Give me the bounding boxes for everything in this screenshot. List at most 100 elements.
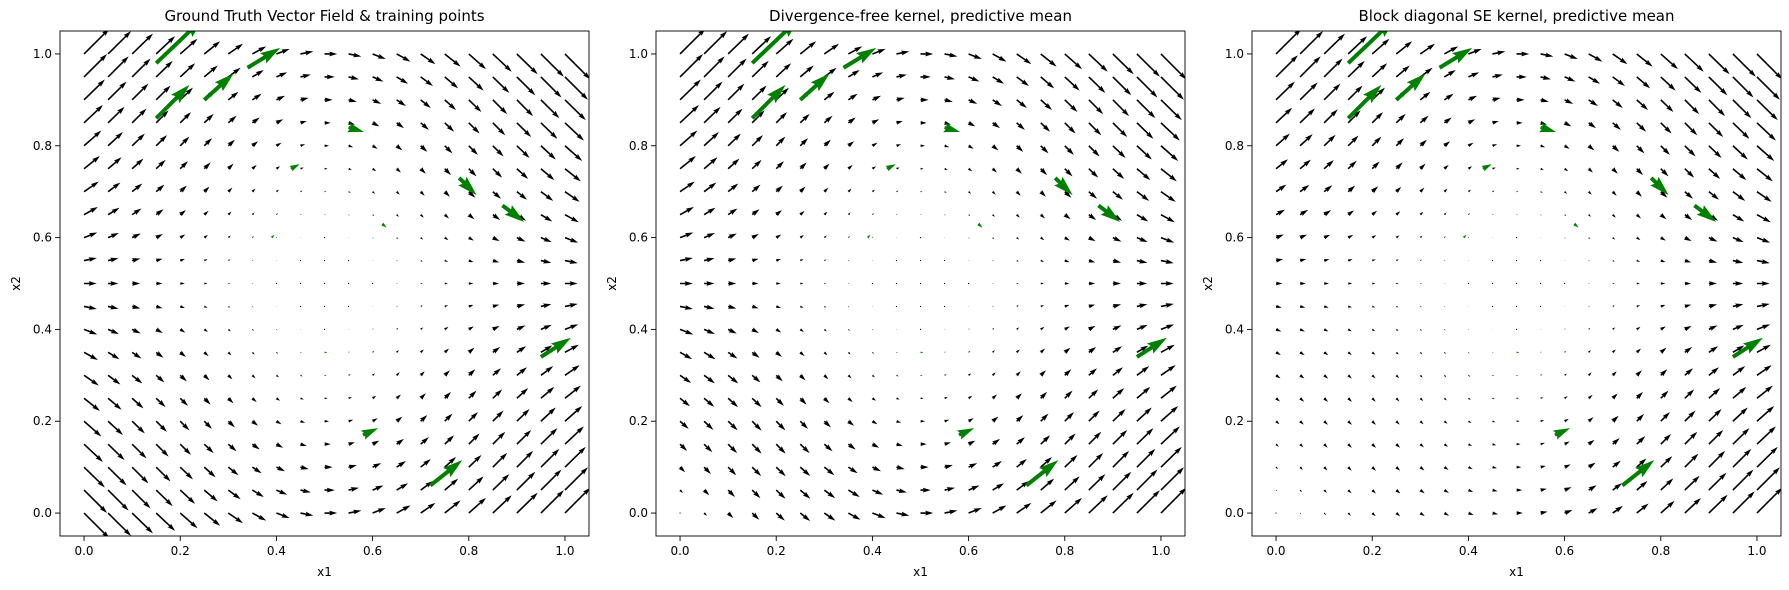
field-arrow <box>492 99 508 115</box>
field-arrow <box>1732 428 1750 445</box>
training-arrow <box>1552 428 1571 440</box>
training-arrow <box>1462 234 1467 239</box>
y-tick-label: 0.8 <box>1225 139 1244 153</box>
field-arrow <box>540 345 553 354</box>
field-arrow <box>347 259 350 262</box>
field-arrow <box>107 351 120 360</box>
field-arrow <box>1636 99 1649 111</box>
field-arrow <box>1160 405 1179 422</box>
field-arrow <box>1443 188 1448 193</box>
field-arrow <box>1064 390 1073 399</box>
field-arrow <box>131 83 149 101</box>
field-arrow <box>1563 282 1566 285</box>
chart-title: Ground Truth Vector Field & training poi… <box>164 7 484 25</box>
field-arrow <box>871 419 878 425</box>
field-arrow <box>1443 164 1449 171</box>
field-arrow <box>703 351 716 360</box>
field-arrow <box>564 303 578 308</box>
field-arrow <box>1443 420 1448 424</box>
field-arrow <box>228 305 231 308</box>
field-arrow <box>107 132 123 147</box>
field-arrow <box>895 419 902 423</box>
field-arrow <box>300 397 304 400</box>
field-arrow <box>155 110 169 124</box>
y-tick-label: 1.0 <box>33 47 52 61</box>
field-arrow <box>1442 141 1451 148</box>
field-arrow <box>396 483 409 491</box>
field-arrow <box>919 282 922 285</box>
field-arrow <box>155 234 163 240</box>
field-arrow <box>276 48 290 55</box>
field-arrow <box>1468 95 1478 102</box>
field-arrow <box>155 512 176 531</box>
field-arrow <box>1684 304 1692 309</box>
field-arrow <box>1347 110 1361 124</box>
field-arrow <box>1443 212 1447 216</box>
field-arrow <box>324 120 331 125</box>
field-arrow <box>324 97 333 103</box>
x-tick-label: 0.8 <box>1651 544 1670 558</box>
field-arrow <box>823 512 836 521</box>
field-arrow <box>347 282 350 285</box>
field-arrow <box>1136 258 1148 264</box>
field-arrow <box>775 466 786 477</box>
field-arrow <box>1395 235 1400 239</box>
field-arrow <box>299 305 302 308</box>
field-arrow <box>1088 474 1106 491</box>
field-arrow <box>1492 167 1496 170</box>
field-arrow <box>395 350 399 354</box>
field-arrow <box>1564 328 1566 330</box>
field-arrow <box>1467 397 1471 400</box>
x-tick-label: 1.0 <box>555 544 574 558</box>
field-arrow <box>1275 397 1280 402</box>
field-arrow <box>1419 465 1425 471</box>
field-arrow <box>798 373 806 381</box>
field-arrow <box>1636 145 1645 154</box>
training-arrow <box>246 47 281 70</box>
field-arrow <box>276 512 290 519</box>
field-arrow <box>846 419 855 426</box>
field-arrow <box>1275 420 1280 425</box>
field-arrow <box>83 232 98 239</box>
field-arrow <box>1492 213 1494 216</box>
field-arrow <box>1659 347 1667 355</box>
field-arrow <box>1063 212 1071 220</box>
field-arrow <box>131 258 141 263</box>
field-arrow <box>564 53 589 80</box>
field-arrow <box>251 117 260 125</box>
field-arrow <box>275 374 279 378</box>
field-arrow <box>728 281 737 286</box>
field-arrow <box>1684 497 1701 514</box>
field-arrow <box>1299 420 1304 425</box>
training-arrow <box>202 73 234 102</box>
field-arrow <box>991 372 996 377</box>
field-arrow <box>203 420 213 429</box>
field-arrow <box>679 328 694 335</box>
field-arrow <box>799 466 811 477</box>
field-arrow <box>155 85 171 101</box>
training-arrow <box>866 234 871 239</box>
field-arrow <box>444 305 449 308</box>
field-arrow <box>775 327 782 333</box>
field-arrow <box>896 50 910 56</box>
field-arrow <box>252 306 254 308</box>
field-arrow <box>1348 282 1353 285</box>
field-arrow <box>492 304 500 309</box>
field-arrow <box>703 328 715 334</box>
field-arrow <box>203 305 208 308</box>
field-arrow <box>444 145 453 154</box>
field-arrow <box>564 236 579 243</box>
field-arrow <box>992 505 1007 514</box>
field-arrow <box>420 282 423 285</box>
field-arrow <box>1564 53 1578 60</box>
field-arrow <box>1540 167 1544 171</box>
field-arrow <box>1419 488 1425 494</box>
field-arrow <box>420 259 423 262</box>
field-arrow <box>1588 485 1597 492</box>
field-arrow <box>1540 237 1542 239</box>
field-arrow <box>1636 259 1641 262</box>
field-arrow <box>1371 443 1377 448</box>
field-arrow <box>1612 76 1625 87</box>
field-arrow <box>1064 433 1076 445</box>
